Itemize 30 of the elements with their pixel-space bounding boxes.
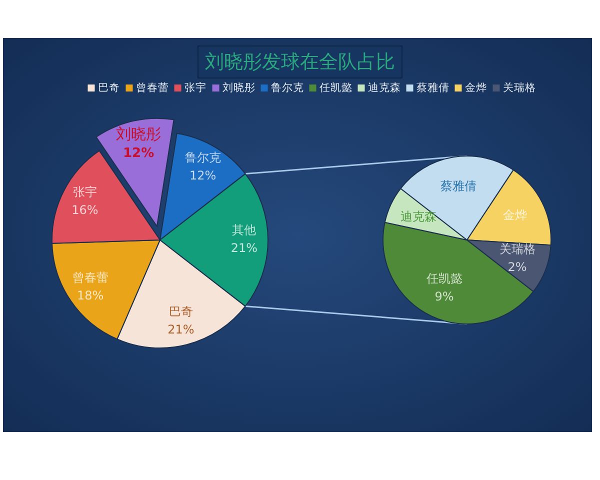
data-label: 9% xyxy=(434,290,454,304)
slice-label: 张宇 xyxy=(72,185,97,200)
data-label: 18% xyxy=(76,288,104,303)
legend-label: 关瑞格 xyxy=(502,80,536,94)
slice-label: 蔡雅倩 xyxy=(440,179,476,194)
legend-label: 迪克森 xyxy=(368,80,401,94)
data-label: 12% xyxy=(190,168,216,183)
legend-label: 曾春蕾 xyxy=(136,80,169,94)
data-label: 16% xyxy=(72,203,98,218)
legend-label: 蔡雅倩 xyxy=(416,80,450,94)
slice-label: 曾春蕾 xyxy=(72,270,108,285)
legend-label: 张宇 xyxy=(184,80,206,94)
slice-label: 关瑞格 xyxy=(499,242,536,256)
slice-label: 金烨 xyxy=(503,208,528,222)
legend-label: 金烨 xyxy=(464,82,487,94)
data-label: 2% xyxy=(508,260,527,274)
slice-label: 鲁尔克 xyxy=(184,150,221,165)
slice-label: 刘晓彤 xyxy=(116,125,162,144)
slice-label: 其他 xyxy=(232,223,256,238)
slice-label: 任凯懿 xyxy=(425,272,462,286)
data-label: 21% xyxy=(168,322,194,337)
legend-label: 任凯懿 xyxy=(318,80,352,94)
slice-label: 巴奇 xyxy=(168,304,193,319)
slice-label: 迪克森 xyxy=(400,210,436,224)
data-label: 21% xyxy=(230,241,258,256)
data-label: 12% xyxy=(123,146,154,161)
legend-label: 鲁尔克 xyxy=(270,80,304,94)
legend-label: 刘晓彤 xyxy=(222,80,256,94)
legend-label: 巴奇 xyxy=(98,82,120,94)
chart-title: 刘晓彤发球在全队占比 xyxy=(205,51,395,74)
